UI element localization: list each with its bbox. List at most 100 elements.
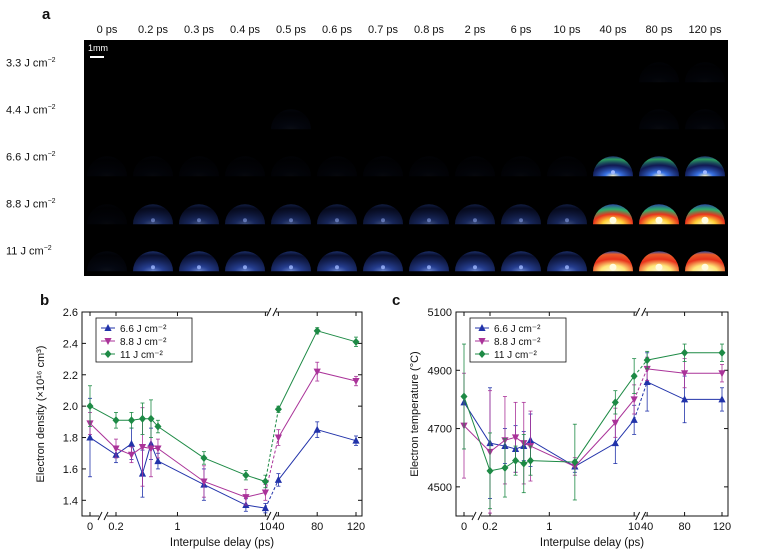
legend-box bbox=[95, 317, 193, 363]
data-point bbox=[681, 348, 689, 357]
axis-break-gap bbox=[473, 512, 481, 520]
y-axis-label: Electron temperature (°C) bbox=[409, 351, 421, 476]
plasma-image-cell bbox=[223, 229, 267, 275]
y-tick-label: 2.6 bbox=[63, 307, 78, 319]
data-point bbox=[138, 443, 147, 451]
plasma-image-cell bbox=[591, 182, 635, 228]
series-break-line bbox=[264, 479, 279, 509]
axis-break-gap bbox=[267, 512, 276, 520]
data-point bbox=[313, 368, 321, 376]
x-tick-label: 0.2 bbox=[482, 521, 497, 533]
plasma-image-cell bbox=[453, 135, 497, 181]
series-break-line bbox=[264, 437, 279, 493]
plasma-image-cell bbox=[545, 182, 589, 228]
x-tick-label: 40 bbox=[272, 521, 284, 533]
column-label: 0.4 ps bbox=[230, 24, 260, 36]
y-tick-label: 4700 bbox=[428, 424, 452, 436]
legend-box bbox=[469, 317, 567, 363]
data-point bbox=[154, 422, 162, 431]
row-label: 6.6 J cm−2 bbox=[6, 151, 56, 164]
plasma-image-cell bbox=[315, 41, 359, 87]
column-label: 120 ps bbox=[688, 24, 722, 36]
axis-break-mark bbox=[471, 511, 477, 521]
plasma-image-cell bbox=[177, 229, 221, 275]
data-point bbox=[200, 453, 208, 462]
column-label: 0 ps bbox=[96, 24, 118, 36]
data-point bbox=[526, 456, 534, 465]
y-axis-label: Electron density (×10¹⁶ cm³) bbox=[35, 346, 47, 483]
data-point bbox=[242, 471, 250, 480]
data-point bbox=[112, 445, 120, 453]
plasma-image-cell bbox=[269, 135, 313, 181]
data-point bbox=[261, 477, 269, 486]
axis-break-mark bbox=[641, 307, 647, 317]
x-tick-label: 120 bbox=[713, 521, 731, 533]
x-tick-label: 0.2 bbox=[108, 521, 123, 533]
y-tick-label: 2.4 bbox=[63, 338, 78, 350]
plasma-image-cell bbox=[637, 135, 681, 181]
data-point bbox=[86, 433, 94, 441]
plasma-image-cell bbox=[545, 41, 589, 87]
axis-break-mark bbox=[635, 307, 641, 317]
plasma-image-cell bbox=[131, 41, 175, 87]
x-tick-label: 10 bbox=[259, 521, 271, 533]
data-point bbox=[200, 478, 208, 486]
plasma-image-cell bbox=[85, 182, 129, 228]
data-point bbox=[261, 504, 269, 512]
scale-bar-label: 1mm bbox=[88, 43, 108, 53]
axis-break-gap bbox=[636, 512, 645, 520]
plasma-image-cell bbox=[683, 229, 727, 275]
data-point bbox=[127, 416, 135, 425]
y-tick-label: 4900 bbox=[428, 365, 452, 377]
axis-break-gap bbox=[99, 512, 107, 520]
plot-frame bbox=[455, 311, 729, 517]
y-tick-label: 5100 bbox=[428, 307, 452, 319]
plasma-image-cell bbox=[361, 41, 405, 87]
plasma-image-cell bbox=[269, 41, 313, 87]
x-axis-label: Interpulse delay (ps) bbox=[540, 537, 644, 549]
plasma-image-cell bbox=[223, 41, 267, 87]
legend-label: 11 J cm⁻² bbox=[120, 350, 164, 361]
panel-a-image-grid: a 0 ps 0.2 ps 0.3 ps 0.4 ps 0.5 ps 0.6 ps 0.7 … bbox=[6, 6, 728, 276]
data-point bbox=[104, 338, 112, 345]
plasma-image-cell bbox=[131, 135, 175, 181]
panel-a-letter: a bbox=[42, 6, 51, 23]
data-point bbox=[112, 416, 120, 425]
plasma-image-cell bbox=[591, 41, 635, 87]
data-point bbox=[680, 395, 689, 403]
plasma-image-cell bbox=[85, 41, 129, 87]
data-point bbox=[511, 434, 520, 442]
plasma-image-cell bbox=[499, 41, 543, 87]
data-point bbox=[718, 348, 726, 357]
data-point bbox=[643, 356, 651, 365]
plasma-image-cell bbox=[223, 88, 267, 134]
plasma-image-cell bbox=[361, 182, 405, 228]
data-point bbox=[147, 445, 155, 453]
x-tick-label: 80 bbox=[678, 521, 690, 533]
data-point bbox=[127, 451, 136, 459]
data-point bbox=[478, 338, 486, 345]
row-label: 8.8 J cm−2 bbox=[6, 198, 56, 211]
column-label: 0.5 ps bbox=[276, 24, 306, 36]
row-label: 11 J cm−2 bbox=[6, 245, 52, 259]
plasma-image-cell bbox=[591, 229, 635, 275]
y-tick-label: 1.8 bbox=[63, 433, 78, 445]
data-point bbox=[352, 378, 360, 386]
data-point bbox=[313, 326, 321, 335]
legend-label: 8.8 J cm⁻² bbox=[120, 337, 167, 348]
plasma-image-cell bbox=[85, 88, 129, 134]
data-point bbox=[718, 370, 726, 378]
plasma-image-cell bbox=[683, 182, 727, 228]
column-label: 6 ps bbox=[510, 24, 532, 36]
plasma-image-cell bbox=[131, 182, 175, 228]
data-point bbox=[630, 415, 638, 423]
legend-label: 6.6 J cm⁻² bbox=[494, 324, 541, 335]
axis-break-mark bbox=[272, 511, 278, 521]
plasma-image-cell bbox=[407, 88, 451, 134]
data-point bbox=[138, 414, 146, 423]
plasma-image-cell bbox=[637, 41, 681, 87]
x-tick-label: 80 bbox=[311, 521, 323, 533]
data-point bbox=[127, 439, 136, 447]
data-point bbox=[86, 402, 94, 411]
data-point bbox=[571, 458, 579, 467]
